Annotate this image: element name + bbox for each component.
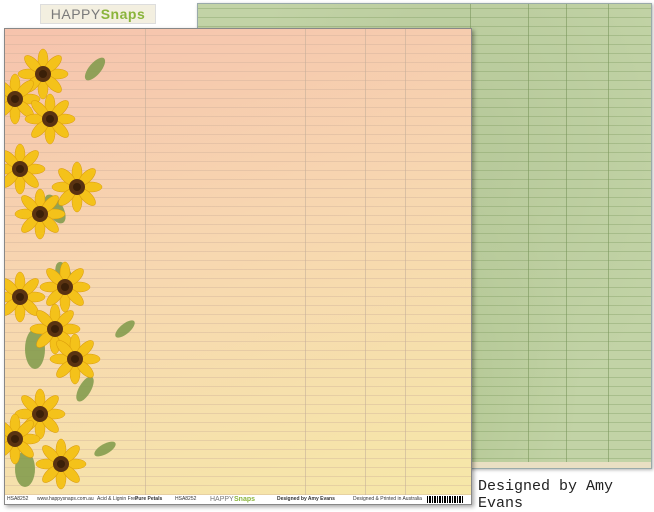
logo-snaps: Snaps: [100, 6, 146, 22]
collection: Pure Petals: [135, 496, 163, 502]
sunflower: [35, 438, 87, 490]
footer: HSA8252 www.happysnaps.com.au Acid & Lig…: [5, 495, 471, 504]
sunflower-border: [5, 48, 135, 490]
brand-happy: HAPPY: [210, 496, 234, 503]
front-sheet: HSA8252 www.happysnaps.com.au Acid & Lig…: [4, 28, 472, 505]
designer: Designed by Amy Evans: [277, 496, 335, 502]
website: www.happysnaps.com.au: [37, 496, 94, 502]
code: HSA8252: [175, 496, 197, 502]
sunflower: [5, 143, 46, 195]
sunflower: [39, 261, 91, 313]
acid-free: Acid & Lignin Free: [97, 496, 138, 502]
logo: HAPPYSnaps: [40, 4, 156, 24]
logo-happy: HAPPY: [50, 6, 101, 22]
sunflower: [14, 188, 66, 240]
sunflower: [24, 93, 76, 145]
code-left: HSA8252: [7, 496, 29, 502]
sunflower: [49, 333, 101, 385]
sunflower: [51, 161, 103, 213]
brand-snaps: Snaps: [234, 496, 256, 503]
barcode: [427, 496, 463, 503]
origin: Designed & Printed in Australia: [353, 496, 422, 502]
